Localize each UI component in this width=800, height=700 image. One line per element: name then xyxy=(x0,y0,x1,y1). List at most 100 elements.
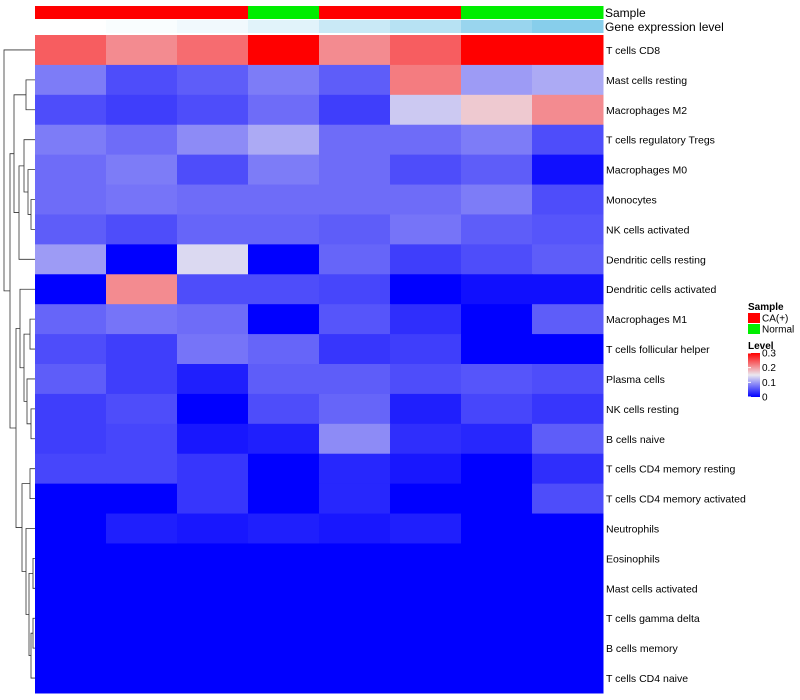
heatmap-cell xyxy=(248,663,320,694)
row-label: Eosinophils xyxy=(606,553,660,565)
heatmap-cell xyxy=(35,214,107,245)
heatmap-cell xyxy=(35,513,107,544)
heatmap-cell xyxy=(35,603,107,634)
sample-annotation-cell xyxy=(177,6,249,19)
expression-annotation-cell xyxy=(532,20,604,33)
legend-sample-label: Normal xyxy=(762,325,794,336)
legend-level-tick-label: 0 xyxy=(762,393,768,404)
heatmap-cell xyxy=(319,393,391,425)
legend-sample-label: CA(+) xyxy=(762,314,788,325)
heatmap-cell xyxy=(177,603,249,634)
heatmap-cell xyxy=(106,423,178,455)
sample-annotation-cell xyxy=(319,6,391,19)
expression-annotation-cell xyxy=(319,20,391,33)
heatmap-cell xyxy=(390,633,462,664)
heatmap-cell xyxy=(461,184,533,215)
sample-annotation-cell xyxy=(248,6,320,19)
dendrogram-branch xyxy=(25,528,35,615)
heatmap-cell xyxy=(35,124,107,156)
row-labels: T cells CD8 Mast cells resting Macrophages… xyxy=(606,45,746,685)
heatmap-cell xyxy=(532,633,604,664)
sample-annotation-cell xyxy=(390,6,462,19)
heatmap-cell xyxy=(177,633,249,664)
heatmap-cell xyxy=(532,154,604,186)
sample-annotation-cell xyxy=(461,6,533,19)
heatmap-cell xyxy=(532,573,604,604)
heatmap-cells xyxy=(35,35,604,694)
heatmap-cell xyxy=(177,64,249,96)
heatmap-cell xyxy=(177,94,249,126)
heatmap-cell xyxy=(461,513,533,544)
legend-sample-entries: CA(+)Normal xyxy=(748,313,794,336)
heatmap-cell xyxy=(461,393,533,425)
heatmap-cell xyxy=(35,274,107,305)
heatmap-cell xyxy=(390,393,462,425)
heatmap-cell xyxy=(177,214,249,245)
dendrogram-branch xyxy=(15,328,22,528)
legend-level-title: Level xyxy=(748,341,774,352)
heatmap-cell xyxy=(532,364,604,395)
heatmap-cell xyxy=(177,124,249,156)
heatmap-cell xyxy=(319,35,391,66)
heatmap-cell xyxy=(177,244,249,275)
heatmap-cell xyxy=(248,35,320,66)
heatmap-cell xyxy=(390,64,462,96)
heatmap-cell xyxy=(461,453,533,485)
heatmap-cell xyxy=(106,633,178,664)
heatmap-cell xyxy=(532,423,604,455)
expression-annotation-cell xyxy=(106,20,178,33)
legend-sample-swatch xyxy=(748,313,760,323)
heatmap-cell xyxy=(248,573,320,604)
heatmap-cell xyxy=(461,364,533,395)
heatmap-cell xyxy=(319,423,391,455)
expression-annotation-cell xyxy=(390,20,462,33)
heatmap-cell xyxy=(177,423,249,455)
dendrogram-branch xyxy=(32,617,35,649)
heatmap-cell xyxy=(461,573,533,604)
heatmap-cell xyxy=(532,453,604,485)
heatmap-cell xyxy=(106,274,178,305)
heatmap-cell xyxy=(461,124,533,156)
heatmap-cell xyxy=(177,663,249,694)
column-annotations xyxy=(35,6,604,33)
heatmap-cell xyxy=(319,453,391,485)
heatmap-cell xyxy=(248,154,320,186)
heatmap-cell xyxy=(390,483,462,515)
legend-level-tick-label: 0.1 xyxy=(762,378,776,389)
heatmap-cell xyxy=(390,663,462,694)
heatmap-cell xyxy=(319,603,391,634)
heatmap-cell xyxy=(248,94,320,126)
dendrogram-branch xyxy=(30,408,35,440)
heatmap-cell xyxy=(177,573,249,604)
heatmap-cell xyxy=(390,35,462,66)
heatmap-cell xyxy=(390,543,462,574)
heatmap-cell xyxy=(106,483,178,515)
heatmap-cell xyxy=(319,304,391,335)
heatmap-cell xyxy=(248,364,320,395)
heatmap-cell xyxy=(248,513,320,544)
dendrogram-branch xyxy=(29,318,35,350)
heatmap-cell xyxy=(461,603,533,634)
row-label: Mast cells resting xyxy=(606,75,687,87)
heatmap-cell xyxy=(461,244,533,275)
heatmap-cell xyxy=(390,573,462,604)
heatmap-cell xyxy=(106,304,178,335)
heatmap-cell xyxy=(319,154,391,186)
dendrogram-branch xyxy=(23,139,35,193)
heatmap-cell xyxy=(319,64,391,96)
row-label: Dendritic cells activated xyxy=(606,284,716,296)
row-dendrogram xyxy=(3,49,35,679)
dendrogram-branch xyxy=(3,49,35,292)
legend-sample-swatch xyxy=(748,324,760,334)
heatmap-cell xyxy=(106,94,178,126)
heatmap-cell xyxy=(106,513,178,544)
heatmap-cell xyxy=(106,453,178,485)
heatmap-cell xyxy=(177,543,249,574)
heatmap-cell xyxy=(390,154,462,186)
heatmap-cell xyxy=(461,304,533,335)
row-label: Neutrophils xyxy=(606,524,659,536)
heatmap-cell xyxy=(248,423,320,455)
heatmap-cell xyxy=(532,334,604,365)
heatmap-cell xyxy=(35,573,107,604)
heatmap-cell xyxy=(248,244,320,275)
